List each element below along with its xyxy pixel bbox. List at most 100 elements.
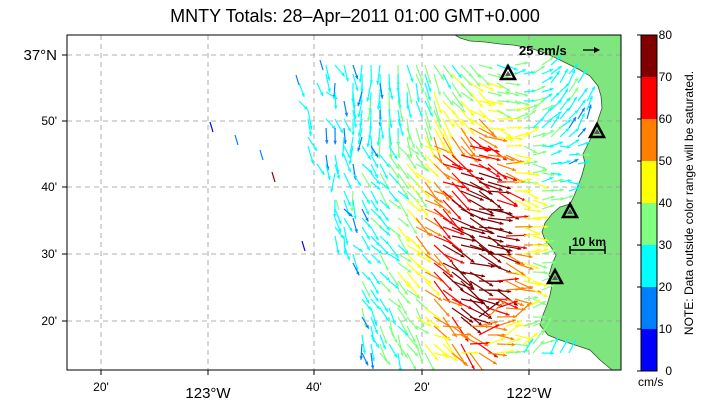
current-vector-head [366,97,370,102]
current-vector-head [395,165,400,170]
current-vector-head [461,185,465,189]
current-vector-head [490,230,495,235]
current-vector-head [493,144,498,149]
current-vector-head [495,149,500,153]
current-vector-head [479,103,483,108]
current-vector-head [566,97,570,102]
current-vector-head [574,87,579,92]
current-vector [478,181,503,191]
current-vector [496,235,520,242]
current-vector-head [510,336,515,341]
current-vector [451,235,476,242]
current-vector-head [479,197,484,201]
current-vector-head [541,321,546,325]
current-vector-head [404,290,408,295]
current-vector-head [457,215,462,220]
current-vector-head [412,338,416,343]
current-vector [469,181,493,195]
current-vector-head [567,179,572,183]
current-vector-head [559,188,564,192]
current-vector-head [524,61,529,65]
current-vector-head [490,250,495,254]
current-vector-head [582,99,586,104]
colorbar-unit: cm/s [638,375,663,389]
current-vector-head [464,362,468,366]
current-vector [319,59,324,71]
current-vector-head [473,158,478,163]
colorbar-tick-label: 20 [659,280,673,294]
current-vector [433,217,452,240]
current-vector-head [574,159,579,163]
current-vector-head [506,114,511,118]
current-vector [433,271,453,292]
x-tick-label: 123°W [185,385,231,402]
current-vector-head [351,131,355,136]
current-vector-head [550,130,555,134]
current-vector-head [526,159,531,164]
current-vector-head [540,340,545,345]
current-vector-head [550,284,555,288]
current-vector-head [515,238,520,242]
current-vector-head [554,337,558,342]
current-vector [478,217,504,225]
current-vector-head [519,137,524,141]
current-vector-head [438,199,443,203]
current-vector-head [366,143,370,148]
station-markers [498,63,607,285]
current-vector-head [589,95,593,100]
triangle-icon [498,63,518,81]
current-vector-head [525,112,530,116]
current-vector-head [503,138,508,143]
current-vector-head [429,112,433,117]
current-vector [478,343,499,358]
current-vector-head [308,132,313,136]
current-vector [433,280,451,303]
current-vector-head [527,156,532,160]
current-vector-head [367,223,371,228]
current-vector-head [354,75,359,80]
current-vector-head [460,253,465,258]
current-vector-head [566,145,571,149]
current-vector-head [376,185,381,190]
current-vector [442,127,453,151]
current-vector-head [549,69,554,73]
current-vector-head [386,231,391,236]
current-vector-head [544,248,548,253]
colorbar-tick-label: 10 [659,322,673,336]
current-vector-head [575,139,580,144]
current-vector-head [471,365,475,370]
current-vector-head [427,96,431,101]
current-vector-head [458,167,463,171]
current-vector-head [303,105,308,110]
current-vector-head [537,209,542,213]
current-vector-head [446,166,451,171]
current-vector [469,316,493,325]
current-vector [451,298,473,310]
current-vector-head [427,87,432,92]
current-vector-head [585,160,590,164]
current-vector-head [395,285,399,289]
current-vector-head [469,213,474,217]
current-vector-head [348,160,353,165]
current-vector-head [565,128,570,132]
current-vector-head [437,232,442,237]
current-vector [442,118,453,140]
current-vector-head [448,287,453,291]
current-vector-head [332,214,337,218]
current-vector [451,181,472,203]
current-vector-head [588,104,592,109]
current-vector-head [405,223,410,227]
current-vector-head [534,332,538,337]
current-vector-head [346,256,350,261]
current-vector-head [400,132,404,136]
current-vector-head [395,174,400,179]
colorbar-tick-label: 40 [659,196,673,210]
current-vector-head [505,312,510,316]
current-vector-head [466,207,471,211]
current-vector [487,244,513,252]
current-vector-head [437,262,442,266]
current-vector-head [453,357,458,361]
current-vector-head [404,251,409,255]
current-vector-head [356,271,360,276]
current-vector-head [459,227,464,231]
